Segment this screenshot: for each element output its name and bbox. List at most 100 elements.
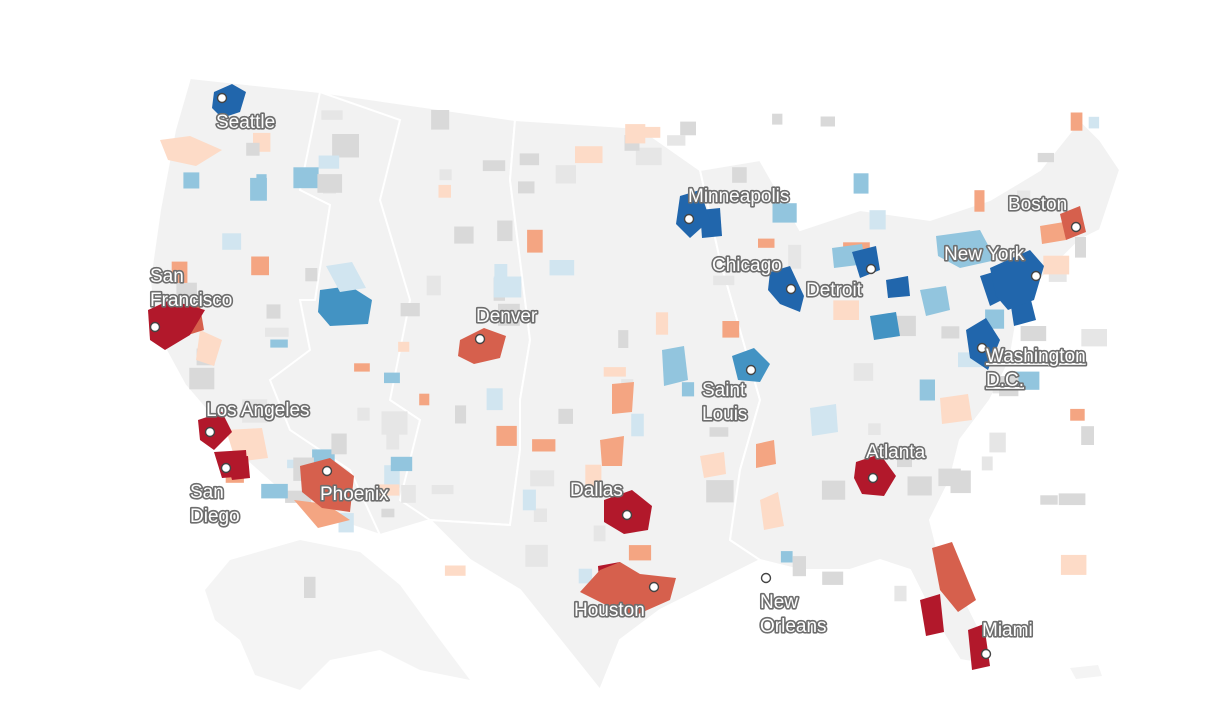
county-patch	[555, 165, 576, 184]
city-marker-dallas	[621, 509, 633, 521]
city-label-new-orleans: New	[760, 592, 798, 613]
county-patch	[1037, 152, 1054, 163]
metro-area-minneapolis	[676, 190, 710, 238]
alaska-hawaii-insets	[205, 540, 1102, 690]
metro-area-shape	[870, 312, 900, 340]
county-patch	[593, 525, 606, 542]
county-patch	[618, 330, 629, 348]
county-patch	[713, 275, 735, 286]
metro-area-houston	[580, 562, 676, 616]
county-patch	[331, 433, 347, 455]
county-patch	[398, 341, 410, 352]
county-patch	[318, 155, 340, 169]
city-label-washington-dc[interactable]: D.C.	[984, 368, 1025, 392]
city-label-saint-louis: Louis	[702, 404, 747, 425]
city-label-saint-louis: Saint	[702, 380, 746, 401]
metro-area-phoenix	[300, 458, 354, 512]
city-label-washington-dc[interactable]: Washington	[984, 344, 1087, 368]
county-patch	[251, 256, 269, 276]
city-marker-phoenix	[321, 465, 333, 477]
county-patch	[706, 480, 734, 503]
county-patch	[1075, 237, 1086, 258]
county-patch	[680, 121, 696, 136]
alaska-shape	[205, 540, 470, 690]
county-patch	[498, 303, 520, 326]
county-patch	[390, 456, 413, 472]
county-patch	[381, 508, 395, 518]
county-patch	[354, 363, 370, 372]
county-patch	[667, 135, 686, 146]
city-label-new-orleans: Orleans	[760, 616, 827, 637]
county-patch	[189, 367, 215, 390]
county-patch	[974, 190, 985, 212]
city-marker-boston	[1070, 221, 1082, 233]
county-patch	[1088, 116, 1100, 129]
county-patch	[496, 425, 517, 446]
city-label-new-york: New York	[944, 244, 1025, 265]
county-patch	[919, 379, 935, 401]
city-label-boston: Boston	[1008, 194, 1067, 215]
metro-area-san-diego	[214, 450, 248, 478]
county-patch	[439, 169, 452, 181]
county-patch	[758, 238, 775, 248]
county-patch	[635, 147, 662, 166]
county-patch	[1070, 112, 1083, 131]
county-patch	[246, 142, 260, 156]
county-patch	[266, 304, 281, 319]
county-patch	[853, 363, 874, 381]
county-patch	[631, 413, 644, 437]
county-patch	[989, 432, 1006, 453]
county-patch	[376, 484, 400, 496]
city-marker-new-orleans	[760, 572, 772, 584]
county-patch	[1020, 326, 1047, 342]
county-patch	[527, 229, 543, 253]
city-label-detroit: Detroit	[806, 280, 863, 301]
county-patch	[518, 181, 535, 194]
county-patch	[821, 480, 846, 500]
county-patch	[1081, 329, 1107, 347]
county-patch	[722, 321, 740, 338]
county-patch	[1040, 495, 1058, 505]
county-patch	[897, 449, 912, 468]
metro-area-san-francisco	[148, 300, 205, 350]
city-marker-seattle	[216, 92, 228, 104]
county-patch	[853, 173, 869, 194]
county-patch	[482, 160, 506, 172]
city-marker-chicago	[785, 283, 797, 295]
county-patch	[772, 203, 797, 223]
county-patch	[655, 312, 669, 335]
county-patch	[788, 244, 802, 269]
county-patch	[222, 233, 242, 250]
county-patch	[384, 372, 400, 384]
metro-area-shape	[810, 404, 838, 436]
county-patch	[270, 339, 288, 348]
county-patch	[549, 260, 575, 276]
county-patch	[317, 174, 343, 193]
city-marker-detroit	[865, 263, 877, 275]
city-label-chicago: Chicago	[712, 255, 782, 276]
metro-area-shape	[1040, 222, 1066, 244]
metro-area-shape	[936, 230, 996, 268]
metro-area-shape	[760, 492, 784, 530]
city-label-dallas: Dallas	[570, 480, 623, 501]
county-patch	[628, 545, 652, 561]
metro-area-shape	[326, 262, 366, 292]
county-patch	[533, 508, 547, 522]
metro-area-shape	[294, 500, 350, 528]
county-patch	[532, 439, 556, 452]
county-patch	[431, 485, 454, 495]
county-patch	[438, 184, 451, 198]
county-patch	[938, 468, 961, 487]
county-patch	[772, 113, 783, 125]
county-patch	[822, 571, 844, 585]
metro-area-shape	[920, 286, 950, 316]
metro-area-shape	[600, 436, 624, 466]
county-patch	[1060, 554, 1087, 575]
county-patch	[585, 464, 602, 488]
city-marker-los-angeles	[204, 426, 216, 438]
county-patch	[431, 110, 450, 130]
city-label-houston: Houston	[574, 600, 645, 621]
county-patch	[869, 210, 886, 230]
city-label-san-diego: Diego	[190, 506, 240, 527]
